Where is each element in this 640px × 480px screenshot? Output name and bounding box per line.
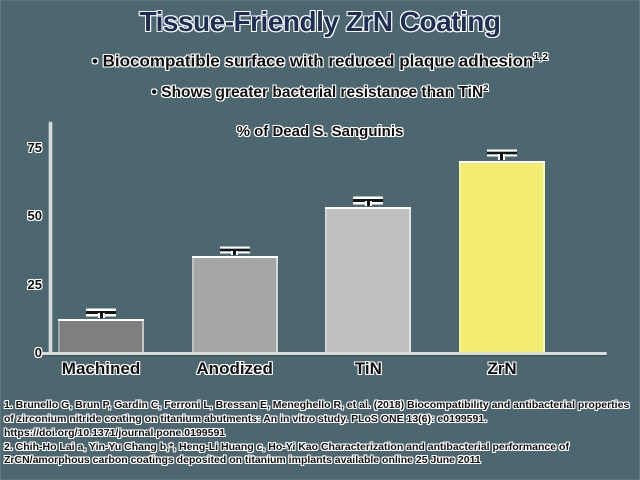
error-bar-cap: [86, 311, 116, 314]
bar-group: Machined Anodized TiN ZrN: [58, 128, 545, 378]
error-bar-cap: [219, 248, 250, 252]
y-tick-label: 75: [27, 140, 42, 156]
footnotes: 1. Brunello G, Brun P, Gardin C, Ferroni…: [4, 399, 630, 468]
x-category-label: ZrN: [487, 359, 517, 378]
bar-zrn: [458, 160, 545, 352]
chart-title: % of Dead S. Sanguinis: [236, 123, 404, 140]
chart-column: Machined: [58, 128, 144, 378]
slide-title: Tissue-Friendly ZrN Coating: [139, 6, 501, 37]
y-tick-label: 50: [27, 208, 42, 224]
bar-machined: [58, 319, 144, 352]
error-bar: [84, 311, 118, 319]
error-bar-stem: [99, 313, 103, 319]
y-tick-label: 25: [27, 276, 42, 292]
chart-column: ZrN: [458, 128, 545, 378]
x-axis-line: [38, 352, 607, 355]
x-category-label: Anodized: [196, 359, 273, 378]
bullet-marker: •: [151, 83, 157, 101]
x-category-label: Machined: [61, 359, 141, 378]
error-bar-cap: [353, 199, 384, 202]
error-bar-stem: [366, 201, 370, 207]
bar-anodized: [191, 256, 278, 352]
error-bar-stem: [500, 153, 504, 160]
error-bar: [485, 151, 519, 160]
bullet-text: Biocompatible surface with reduced plaqu…: [102, 51, 534, 71]
error-bar: [218, 248, 252, 256]
error-bar: [351, 199, 385, 207]
footnote-reference-1: 1. Brunello G, Brun P, Gardin C, Ferroni…: [4, 399, 630, 439]
y-axis-line: [49, 122, 52, 354]
bullet-item-bacterial-resistance: • Shows greater bacterial resistance tha…: [0, 83, 640, 102]
bullet-superscript: 2: [483, 82, 489, 94]
y-tick-label: 0: [34, 345, 42, 360]
error-bar-stem: [233, 250, 237, 256]
error-bar-cap: [486, 151, 517, 155]
chart-column: TiN: [325, 128, 412, 378]
footnote-reference-2: 2. Chih-Ho Lai a, Yin-Yu Chang b,*, Heng…: [4, 440, 569, 467]
bullet-superscript: 1,2: [533, 51, 549, 63]
bar-tin: [325, 207, 412, 352]
bullet-text: Shows greater bacterial resistance than …: [161, 83, 484, 101]
plot-area: 0 25 50 75 Machined Anodized TiN: [28, 122, 607, 378]
x-category-label: TiN: [354, 359, 382, 378]
bullet-marker: •: [91, 51, 98, 71]
bullet-list: • Biocompatible surface with reduced pla…: [0, 51, 640, 102]
bullet-item-biocompatible: • Biocompatible surface with reduced pla…: [0, 51, 640, 72]
chart-column: Anodized: [191, 128, 278, 378]
bar-chart: % of Dead S. Sanguinis 0 25 50 75 Machin…: [0, 112, 640, 398]
